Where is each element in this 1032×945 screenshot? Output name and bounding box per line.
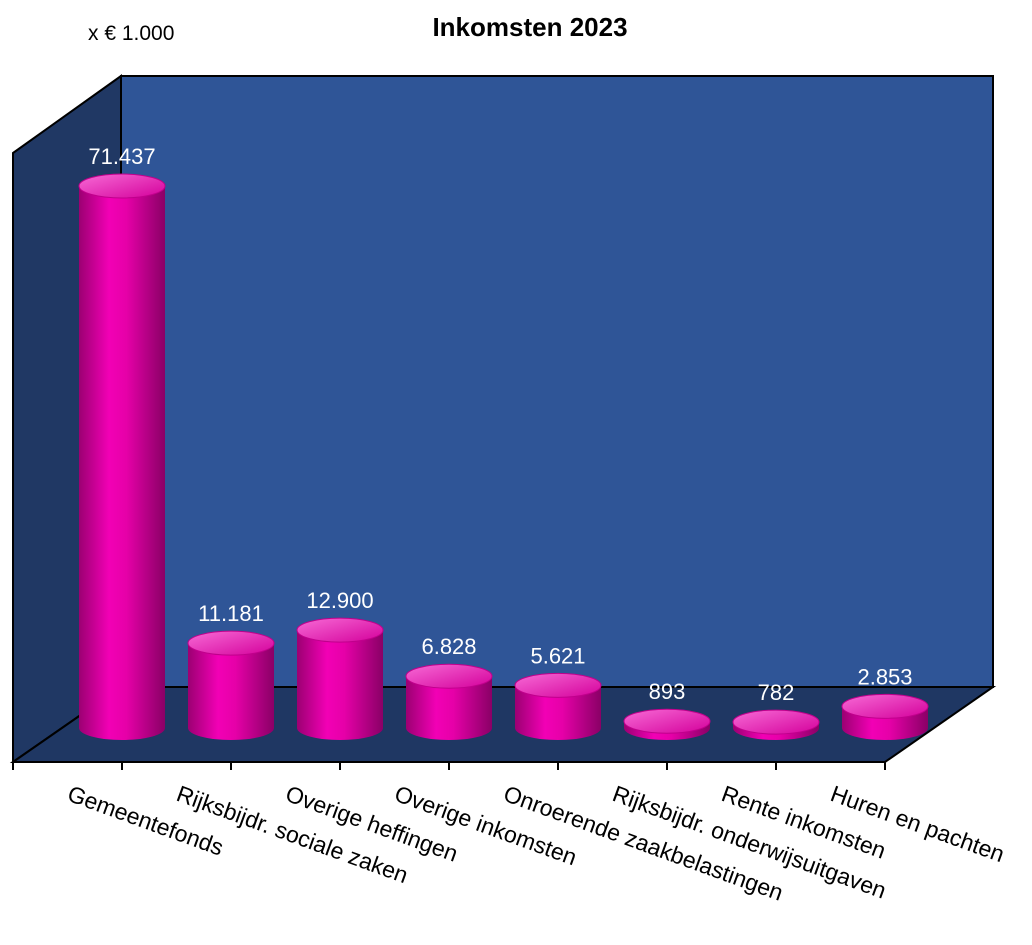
unit-label: x € 1.000 bbox=[88, 22, 174, 45]
bar bbox=[732, 709, 820, 740]
chart-back-wall bbox=[120, 75, 994, 688]
bar-body bbox=[188, 643, 274, 740]
bar-top bbox=[296, 617, 384, 643]
bar-top bbox=[841, 693, 929, 719]
bar bbox=[623, 708, 711, 740]
chart-title: Inkomsten 2023 bbox=[432, 12, 627, 42]
bar-top bbox=[623, 708, 711, 734]
data-label: 893 bbox=[649, 679, 686, 704]
value-labels-group: 71.437 11.181 12.900 6.828 5.621 893 782 2.853 bbox=[88, 144, 912, 705]
data-label: 782 bbox=[758, 680, 795, 705]
data-label: 5.621 bbox=[530, 643, 585, 668]
bar bbox=[187, 630, 275, 740]
bar bbox=[514, 672, 602, 740]
bar-top bbox=[732, 709, 820, 735]
bars-group bbox=[78, 173, 929, 740]
x-axis-ticks bbox=[12, 762, 886, 770]
bar bbox=[78, 173, 166, 740]
bar-top bbox=[405, 663, 493, 689]
bar bbox=[296, 617, 384, 740]
data-label: 11.181 bbox=[198, 601, 264, 626]
bar-body bbox=[515, 685, 601, 740]
bar-top bbox=[187, 630, 275, 656]
data-label: 71.437 bbox=[88, 144, 155, 169]
bar-body bbox=[406, 676, 492, 740]
bar-body bbox=[297, 630, 383, 740]
bar-body bbox=[79, 186, 165, 740]
x-tick-label: Overige inkomsten bbox=[391, 780, 580, 870]
bar bbox=[841, 693, 929, 740]
data-label: 12.900 bbox=[306, 588, 373, 613]
bar-top bbox=[514, 672, 602, 698]
bar bbox=[405, 663, 493, 740]
bar-top bbox=[78, 173, 166, 199]
data-label: 2.853 bbox=[857, 664, 912, 689]
data-label: 6.828 bbox=[421, 634, 476, 659]
